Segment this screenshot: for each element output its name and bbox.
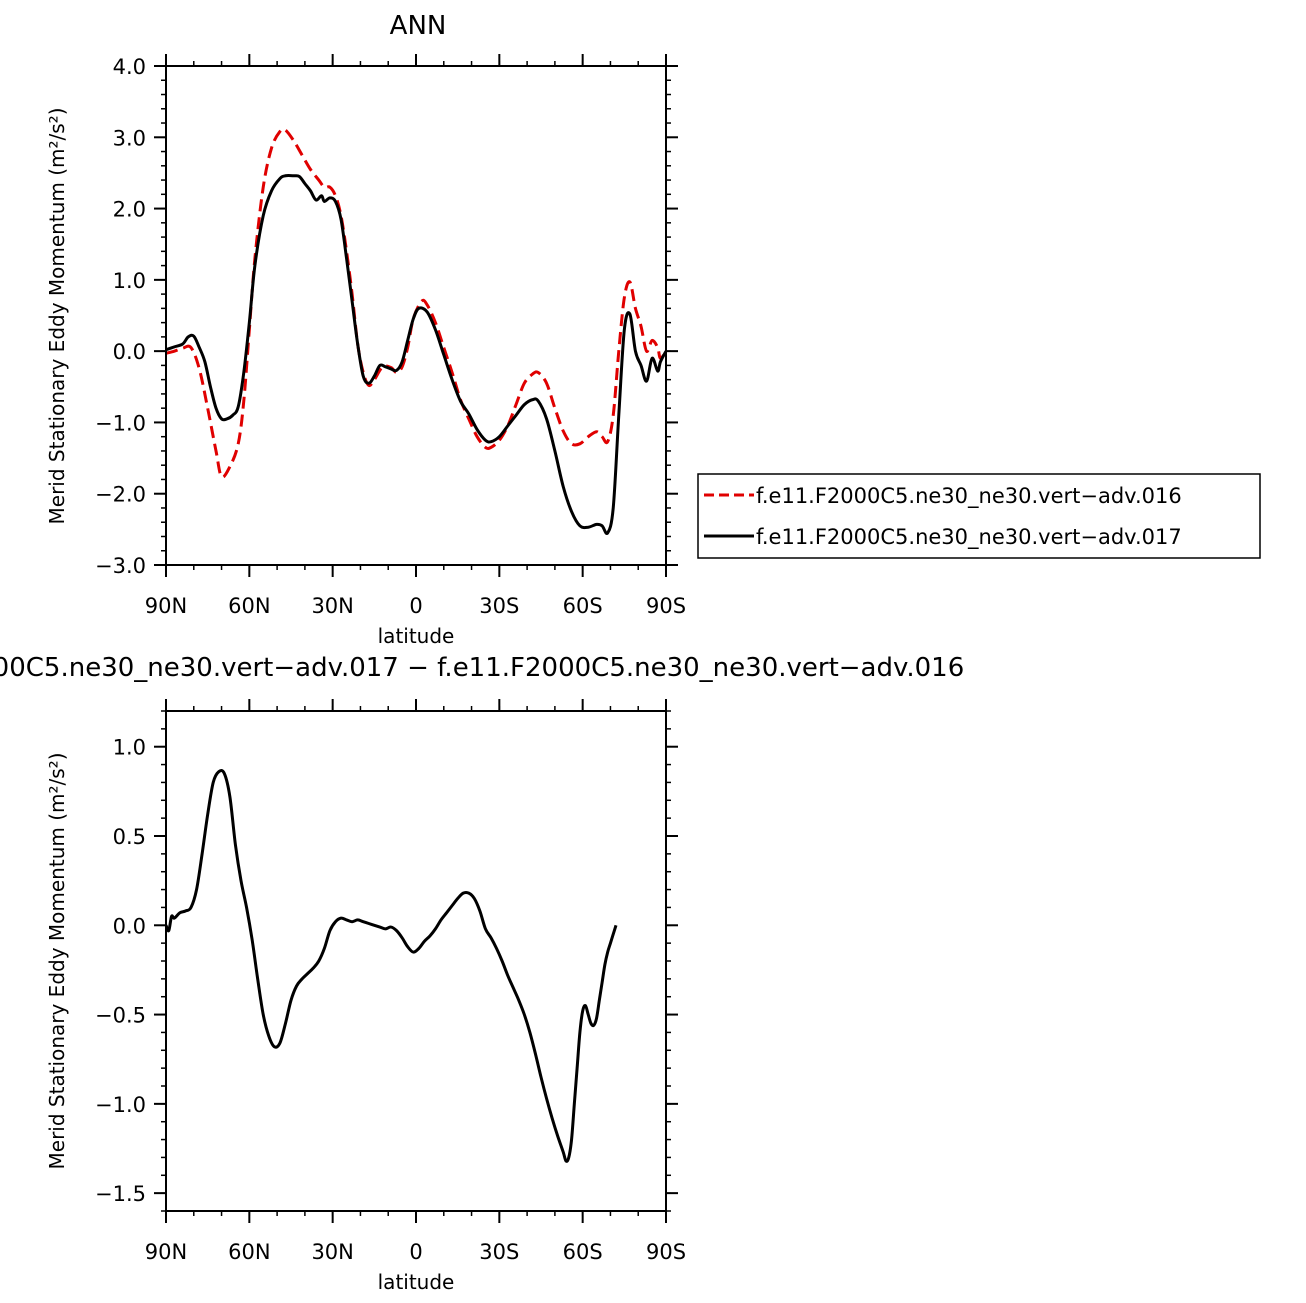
x-tick-label: 60N [228,594,270,618]
series-line-2 [166,174,666,536]
y-axis-label: Merid Stationary Eddy Momentum (m²/s²) [45,108,69,525]
x-tick-label: 30N [311,1240,353,1264]
x-tick-label: 0 [409,594,422,618]
series-line-1 [166,127,666,479]
series-line-1 [166,768,618,1163]
y-tick-label: 0.5 [113,825,146,849]
x-tick-label: 90N [145,1240,187,1264]
y-tick-label: 1.0 [113,269,146,293]
chart-legend: f.e11.F2000C5.ne30_ne30.vert−adv.016 f.e1… [697,473,1261,559]
y-tick-label: −1.0 [95,411,146,435]
x-tick-label: 90S [646,594,686,618]
x-tick-label: 60S [563,594,603,618]
y-tick-label: −0.5 [95,1004,146,1028]
legend-box [697,473,1261,559]
y-tick-label: 2.0 [113,198,146,222]
y-tick-label: −3.0 [95,554,146,578]
y-tick-label: 1.0 [113,736,146,760]
y-tick-label: 0.0 [113,914,146,938]
y-axis-label: Merid Stationary Eddy Momentum (m²/s²) [45,753,69,1170]
y-tick-label: −1.5 [95,1182,146,1206]
bottom-chart-title: f.e11.F2000C5.ne30_ne30.vert−adv.017 − f… [0,653,964,683]
top-chart-title: ANN [390,11,447,41]
x-tick-label: 30S [479,594,519,618]
y-tick-label: −2.0 [95,483,146,507]
x-tick-label: 60S [563,1240,603,1264]
y-tick-label: −1.0 [95,1093,146,1117]
x-tick-label: 30S [479,1240,519,1264]
x-tick-label: 90S [646,1240,686,1264]
minor-ticks [161,706,671,1216]
y-tick-label: 3.0 [113,126,146,150]
x-tick-label: 90N [145,594,187,618]
x-axis-label: latitude [378,1270,455,1294]
x-tick-label: 60N [228,1240,270,1264]
x-tick-label: 0 [409,1240,422,1264]
legend-label: f.e11.F2000C5.ne30_ne30.vert−adv.016 [756,484,1182,509]
y-tick-label: 4.0 [113,55,146,79]
top-line-chart: 4.0 3.0 2.0 1.0 0.0 −1.0 −2.0 −3.0 90N 60N 30N 0 30S… [45,54,686,648]
legend-label: f.e11.F2000C5.ne30_ne30.vert−adv.017 [756,525,1182,550]
y-tick-label: 0.0 [113,340,146,364]
x-tick-label: 30N [311,594,353,618]
bottom-line-chart: 1.0 0.5 0.0 −0.5 −1.0 −1.5 90N 60N 30N 0 30S 60S 90S… [45,699,686,1294]
x-axis-label: latitude [378,624,455,648]
plot-frame [165,710,667,1212]
